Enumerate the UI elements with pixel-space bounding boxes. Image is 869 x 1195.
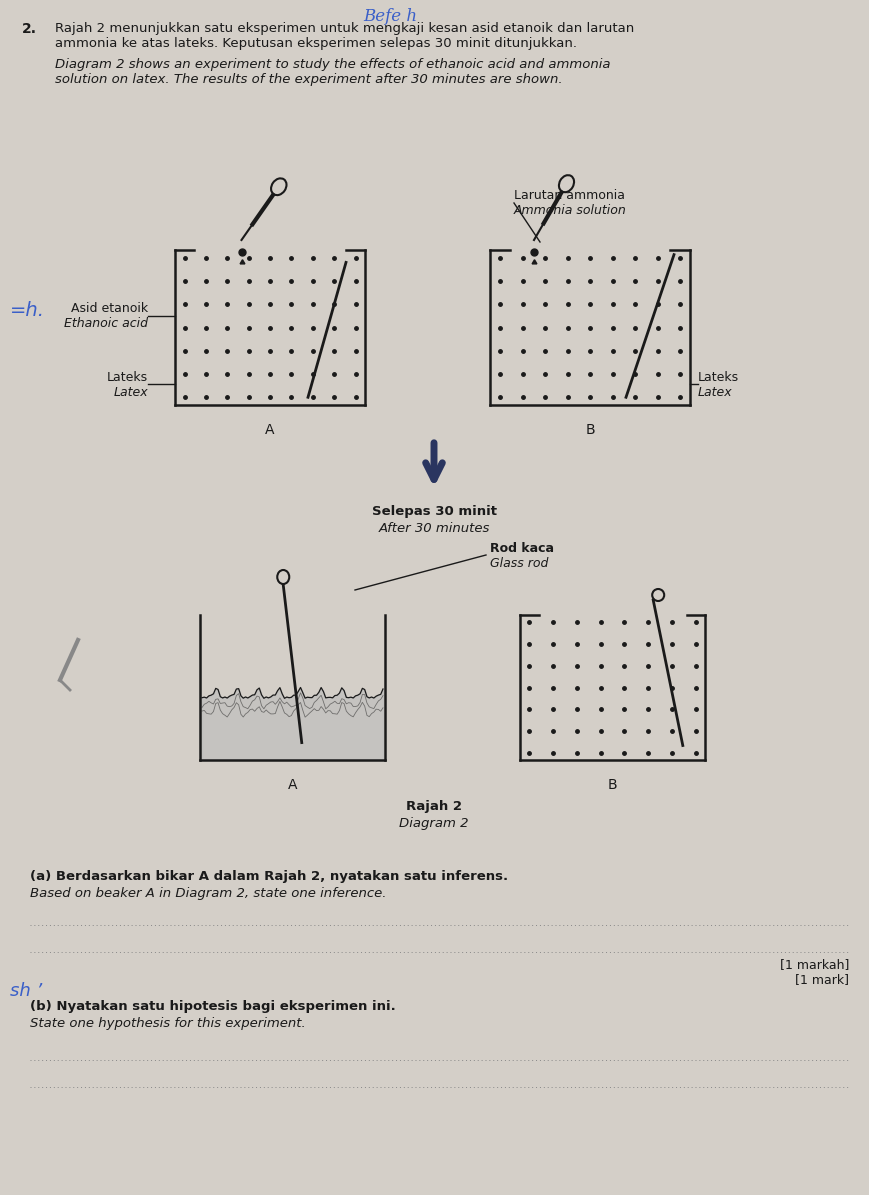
Text: State one hypothesis for this experiment.: State one hypothesis for this experiment… [30,1017,306,1030]
Text: B: B [607,778,617,792]
Text: Glass rod: Glass rod [490,557,548,570]
Text: A: A [265,423,275,437]
Text: Based on beaker A in Diagram 2, state one inference.: Based on beaker A in Diagram 2, state on… [30,887,387,900]
Text: Lateks: Lateks [698,370,740,384]
Text: B: B [585,423,594,437]
Text: Ammonia solution: Ammonia solution [514,203,627,216]
Text: Rod kaca: Rod kaca [490,541,554,554]
Text: Befe h: Befe h [363,8,417,25]
Text: [1 markah]: [1 markah] [779,958,849,972]
Text: Latex: Latex [698,386,733,399]
Text: Diagram 2 shows an experiment to study the effects of ethanoic acid and ammonia
: Diagram 2 shows an experiment to study t… [55,59,611,86]
Text: sh ’: sh ’ [10,982,43,1000]
Text: Diagram 2: Diagram 2 [399,817,468,831]
Text: Lateks: Lateks [107,370,148,384]
Text: Selepas 30 minit: Selepas 30 minit [372,505,496,517]
Text: 2.: 2. [22,22,37,36]
Text: After 30 minutes: After 30 minutes [378,522,490,535]
Text: Rajah 2: Rajah 2 [406,799,462,813]
Text: (b) Nyatakan satu hipotesis bagi eksperimen ini.: (b) Nyatakan satu hipotesis bagi eksperi… [30,1000,395,1013]
Text: A: A [288,778,297,792]
Text: Rajah 2 menunjukkan satu eksperimen untuk mengkaji kesan asid etanoik dan laruta: Rajah 2 menunjukkan satu eksperimen untu… [55,22,634,50]
Text: Larutan ammonia: Larutan ammonia [514,189,625,202]
Text: =h.: =h. [10,300,45,319]
Text: (a) Berdasarkan bikar A dalam Rajah 2, nyatakan satu inferens.: (a) Berdasarkan bikar A dalam Rajah 2, n… [30,870,508,883]
Text: Latex: Latex [113,386,148,399]
Text: [1 mark]: [1 mark] [795,973,849,986]
Text: Ethanoic acid: Ethanoic acid [64,318,148,330]
Text: Asid etanoik: Asid etanoik [71,302,148,315]
